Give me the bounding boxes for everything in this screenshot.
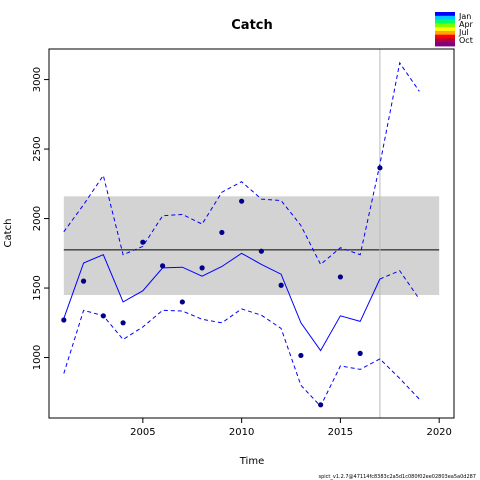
legend-color-swatch	[435, 23, 455, 28]
observed-point	[159, 263, 166, 269]
observed-point	[357, 350, 363, 356]
legend-color-swatch	[435, 42, 455, 47]
x-tick-label: 2015	[328, 427, 353, 438]
legend-color-swatch	[435, 38, 455, 43]
forecast-median-line	[379, 270, 420, 300]
y-tick-label: 1500	[32, 275, 43, 300]
legend-entry-jan: Jan	[458, 12, 471, 21]
observed-point	[239, 198, 245, 204]
legend-color-swatch	[435, 30, 455, 36]
version-footer: spict_v1.2.7@47114fc8383c2a5d1c080f02ee0…	[319, 474, 477, 480]
plot-area	[61, 49, 440, 418]
observed-point	[278, 282, 284, 288]
x-tick-label: 2010	[229, 427, 254, 438]
observed-point	[100, 313, 106, 319]
axes: 2005 2010 2015 2020 1000 1500 2000 2500 3000	[32, 67, 452, 438]
plot-frame	[48, 48, 455, 419]
observed-point	[179, 299, 185, 305]
observed-point	[199, 265, 205, 271]
observed-point	[61, 317, 67, 323]
lower-ci-line	[63, 308, 420, 408]
y-tick-label: 1000	[32, 345, 43, 370]
observed-point	[377, 165, 383, 171]
observed-point	[80, 278, 87, 284]
legend-color-swatch	[435, 15, 455, 20]
legend-color-swatch	[435, 27, 455, 32]
observed-point	[140, 239, 146, 245]
fitted-line	[63, 252, 381, 352]
legend-entry-jul: Jul	[458, 28, 469, 37]
observed-point	[337, 274, 344, 280]
y-tick-label: 2000	[32, 206, 43, 231]
upper-ci-line	[63, 61, 420, 266]
observed-point	[219, 229, 225, 236]
y-axis-label: Catch	[3, 219, 14, 248]
legend-entry-oct: Oct	[459, 36, 473, 45]
legend-entry-apr: Apr	[459, 20, 474, 29]
x-axis-label: Time	[239, 456, 264, 467]
observed-point	[318, 402, 324, 408]
legend-color-swatch	[435, 19, 455, 24]
reference-band	[63, 196, 440, 295]
x-tick-label: 2005	[130, 427, 155, 438]
y-tick-label: 2500	[32, 136, 43, 161]
legend-color-swatch	[435, 34, 455, 39]
legend-color-swatch	[435, 12, 455, 17]
y-tick-label: 3000	[32, 67, 43, 92]
observed-point	[298, 352, 304, 359]
observed-point	[120, 320, 126, 326]
chart-title: Catch	[231, 18, 273, 33]
observed-point	[258, 248, 264, 254]
x-tick-label: 2020	[426, 427, 451, 438]
